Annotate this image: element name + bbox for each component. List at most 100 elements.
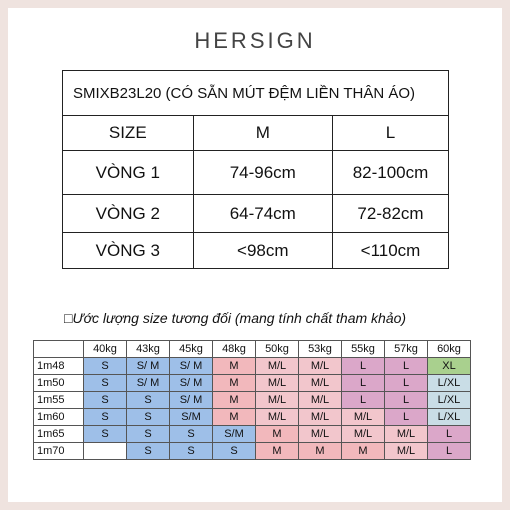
cell: 82-100cm: [331, 150, 450, 195]
cell: VÒNG 2: [62, 194, 194, 233]
row: VÒNG 1 74-96cm 82-100cm: [62, 150, 450, 195]
header-cell: 55kg: [341, 340, 385, 358]
cell: L/XL: [427, 374, 471, 392]
row: 1m65 S S S S/M M M/L M/L M/L L: [33, 425, 471, 443]
cell: 72-82cm: [331, 194, 450, 233]
row: 1m48 S S/ M S/ M M M/L M/L L L XL: [33, 357, 471, 375]
header-cell: 53kg: [298, 340, 342, 358]
cell: [83, 442, 127, 460]
cell: M: [212, 357, 256, 375]
cell: S/ M: [126, 357, 170, 375]
cell: VÒNG 3: [62, 232, 194, 269]
cell: M/L: [298, 357, 342, 375]
cell: S: [83, 374, 127, 392]
row: 1m55 S S S/ M M M/L M/L L L L/XL: [33, 391, 471, 409]
cell: M/L: [298, 374, 342, 392]
cell: <98cm: [192, 232, 333, 269]
row-header: 1m65: [33, 425, 84, 443]
cell: M/L: [341, 425, 385, 443]
cell: M/L: [341, 408, 385, 426]
cell: L: [384, 357, 428, 375]
cell: M: [192, 115, 333, 151]
cell: M/L: [255, 391, 299, 409]
cell: M: [255, 442, 299, 460]
cell: L/XL: [427, 408, 471, 426]
cell: L: [331, 115, 450, 151]
header-cell: 40kg: [83, 340, 127, 358]
cell: M: [212, 391, 256, 409]
cell: S: [83, 391, 127, 409]
header-row: 40kg 43kg 45kg 48kg 50kg 53kg 55kg 57kg 60kg: [33, 340, 471, 358]
cell: XL: [427, 357, 471, 375]
cell: S: [83, 408, 127, 426]
cell: <110cm: [331, 232, 450, 269]
cell: M/L: [384, 425, 428, 443]
cell: M/L: [298, 408, 342, 426]
size-table: SMIXB23L20 (CÓ SẴN MÚT ĐỆM LIỀN THÂN ÁO)…: [62, 70, 450, 269]
brand: HERSIGN: [194, 28, 316, 53]
row-header: 1m60: [33, 408, 84, 426]
cell: 64-74cm: [192, 194, 333, 233]
row-header: 1m55: [33, 391, 84, 409]
header-cell: 48kg: [212, 340, 256, 358]
cell: S: [126, 391, 170, 409]
cell: M: [255, 425, 299, 443]
cell: S: [169, 442, 213, 460]
cell: L: [427, 425, 471, 443]
row: 1m50 S S/ M S/ M M M/L M/L L L L/XL: [33, 374, 471, 392]
cell: L: [427, 442, 471, 460]
row: 1m70 S S S M M M M/L L: [33, 442, 471, 460]
cell: S/ M: [169, 391, 213, 409]
cell: S/M: [212, 425, 256, 443]
cell: M: [212, 374, 256, 392]
cell: S: [126, 425, 170, 443]
cell: M/L: [255, 357, 299, 375]
cell: S/ M: [169, 357, 213, 375]
cell: M/L: [298, 425, 342, 443]
cell: M: [341, 442, 385, 460]
cell: M: [212, 408, 256, 426]
cell: SIZE: [62, 115, 194, 151]
cell: VÒNG 1: [62, 150, 194, 195]
cell: S: [83, 425, 127, 443]
cell: M/L: [298, 391, 342, 409]
cell: L: [341, 391, 385, 409]
cell: M/L: [255, 408, 299, 426]
row: VÒNG 2 64-74cm 72-82cm: [62, 194, 450, 233]
cell: L: [341, 374, 385, 392]
cell: M/L: [255, 374, 299, 392]
cell: M/L: [384, 442, 428, 460]
cell: L: [384, 408, 428, 426]
cell: L: [384, 374, 428, 392]
header-cell: 45kg: [169, 340, 213, 358]
cell: S: [212, 442, 256, 460]
row-header: 1m70: [33, 442, 84, 460]
row: 1m60 S S S/M M M/L M/L M/L L L/XL: [33, 408, 471, 426]
corner-cell: [33, 340, 84, 358]
table-title: SMIXB23L20 (CÓ SẴN MÚT ĐỆM LIỀN THÂN ÁO): [62, 70, 449, 116]
cell: L/XL: [427, 391, 471, 409]
estimate-table: 40kg 43kg 45kg 48kg 50kg 53kg 55kg 57kg 60kg 1m48…: [33, 340, 471, 460]
row-header: 1m48: [33, 357, 84, 375]
cell: S/M: [169, 408, 213, 426]
cell: S: [126, 442, 170, 460]
row: SIZE M L: [62, 115, 450, 151]
header-cell: 50kg: [255, 340, 299, 358]
row: VÒNG 3 <98cm <110cm: [62, 232, 450, 269]
cell: S: [169, 425, 213, 443]
cell: 74-96cm: [192, 150, 333, 195]
cell: M: [298, 442, 342, 460]
row: SMIXB23L20 (CÓ SẴN MÚT ĐỆM LIỀN THÂN ÁO): [62, 70, 449, 116]
cell: S/ M: [126, 374, 170, 392]
cell: S/ M: [169, 374, 213, 392]
row-header: 1m50: [33, 374, 84, 392]
cell: L: [341, 357, 385, 375]
header-cell: 43kg: [126, 340, 170, 358]
cell: S: [126, 408, 170, 426]
cell: L: [384, 391, 428, 409]
cell: S: [83, 357, 127, 375]
header-cell: 60kg: [427, 340, 471, 358]
caption: □Ước lượng size tương đối (mang tính chấ…: [64, 310, 407, 326]
